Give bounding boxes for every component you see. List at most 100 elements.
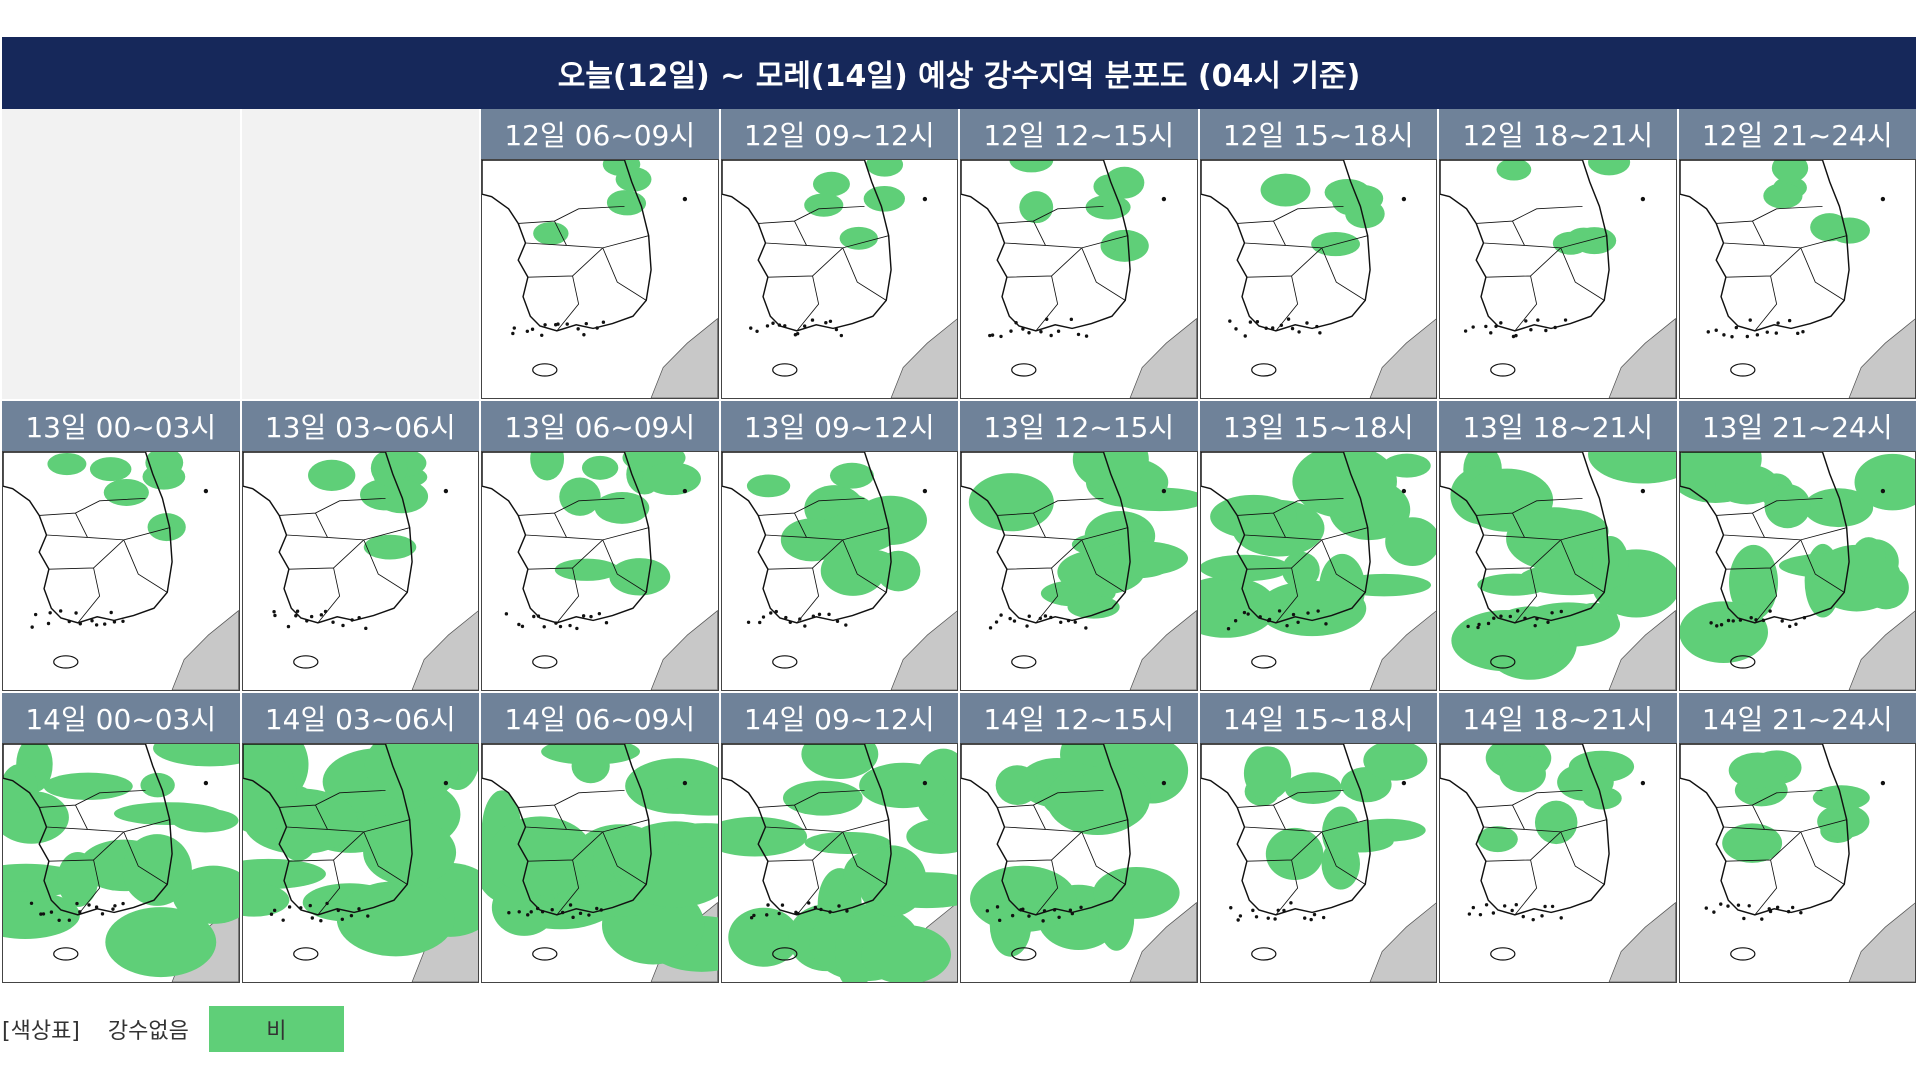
island (817, 612, 821, 617)
island (995, 905, 1000, 909)
island (272, 613, 277, 618)
japan (650, 610, 718, 690)
island (67, 619, 71, 624)
rain-area (800, 744, 878, 779)
panel-header: 13일 09~12시 (720, 401, 958, 451)
map (481, 451, 719, 691)
island (340, 917, 344, 921)
ulleung (1401, 780, 1406, 786)
rain-area (533, 222, 569, 245)
island (109, 610, 113, 615)
jeju (1011, 947, 1037, 961)
jeju (771, 947, 797, 961)
rain-area (530, 452, 565, 481)
province-lines (997, 205, 1128, 332)
island (1535, 617, 1539, 621)
legend-none: 강수없음 (107, 1019, 189, 1044)
island (1706, 330, 1710, 334)
island (113, 904, 117, 908)
island (1714, 328, 1718, 332)
island (1258, 615, 1262, 619)
island (997, 918, 1002, 923)
province-lines (1715, 205, 1847, 332)
island (589, 614, 593, 619)
island (777, 323, 781, 327)
island (58, 609, 63, 613)
rain-area (1854, 453, 1916, 511)
japan (1608, 902, 1676, 982)
rain-area (153, 744, 239, 767)
rain-area (1100, 229, 1149, 262)
rain-area (43, 772, 133, 800)
island (1276, 908, 1280, 912)
island (746, 620, 750, 624)
island (1736, 903, 1740, 907)
island (1233, 619, 1237, 623)
island (1477, 622, 1481, 627)
rain-area (1284, 772, 1342, 805)
panel: 12일 12~15시 (960, 109, 1198, 401)
island (90, 618, 94, 623)
rain-area (1764, 484, 1810, 529)
island (1741, 916, 1746, 921)
island (1486, 621, 1491, 626)
island (1748, 616, 1753, 620)
island (512, 326, 516, 330)
ulleung (1880, 488, 1885, 494)
island (340, 623, 345, 628)
island (1068, 908, 1073, 912)
panel-header: 14일 18~21시 (1439, 693, 1677, 743)
island (1281, 908, 1286, 913)
rain-area (336, 881, 455, 957)
island (1734, 325, 1738, 330)
panel: 13일 18~21시 (1439, 401, 1677, 693)
island (558, 624, 563, 629)
island (1559, 609, 1563, 614)
island (578, 911, 583, 916)
rain-area (145, 452, 184, 478)
rain-area (1209, 494, 1297, 539)
island (1041, 919, 1045, 923)
rain-area (594, 491, 650, 524)
province-lines (1476, 497, 1607, 624)
empty-cell (241, 109, 479, 399)
map (241, 451, 479, 691)
island (1284, 623, 1289, 628)
panel-header: 14일 00~03시 (2, 693, 240, 743)
province-lines (39, 497, 170, 624)
island (363, 626, 367, 631)
rain-area (1344, 199, 1385, 229)
island (604, 621, 609, 625)
ulleung (1880, 196, 1885, 202)
rain-area (105, 907, 217, 978)
rain-area (609, 558, 671, 596)
island (754, 329, 759, 333)
island (1010, 913, 1015, 918)
island (1516, 609, 1520, 613)
island (535, 906, 540, 911)
rain-area (1588, 160, 1631, 176)
map (2, 743, 240, 983)
island (985, 909, 990, 913)
panel-header: 13일 00~03시 (2, 401, 240, 451)
panel-header: 13일 15~18시 (1199, 401, 1437, 451)
island (1484, 903, 1489, 907)
panel-header: 13일 21~24시 (1678, 401, 1916, 451)
island (1079, 905, 1083, 910)
panel-header: 13일 06~09시 (481, 401, 719, 451)
rain-area (103, 479, 149, 506)
island (1508, 614, 1512, 619)
island (1800, 329, 1805, 334)
island (1543, 904, 1547, 909)
panel: 14일 21~24시 (1678, 693, 1916, 985)
island (507, 911, 511, 915)
island (1038, 616, 1043, 621)
rain-area (1816, 804, 1869, 839)
rain-area (1095, 541, 1189, 576)
island (41, 912, 46, 916)
island (806, 901, 810, 905)
island (517, 910, 521, 914)
province-lines (1236, 789, 1368, 916)
rain-area (727, 907, 799, 967)
island (999, 334, 1003, 339)
